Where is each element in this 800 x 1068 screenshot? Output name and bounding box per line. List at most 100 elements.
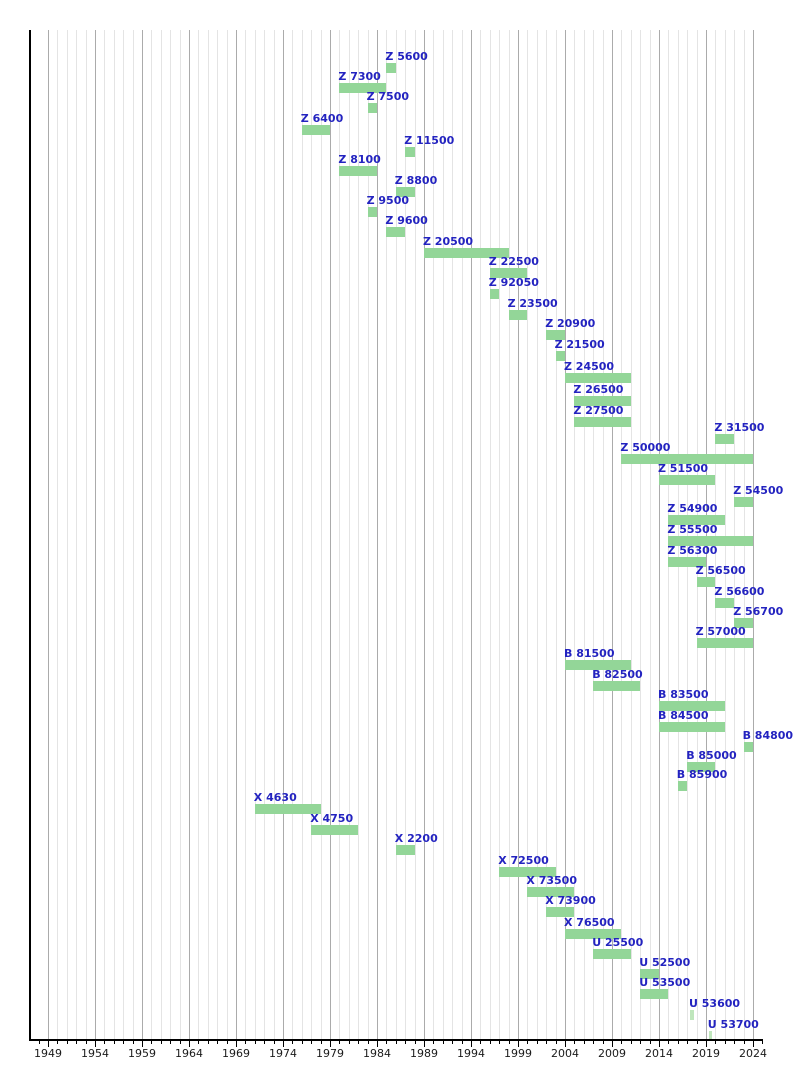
model-label[interactable]: B 85000 bbox=[686, 749, 737, 762]
model-label[interactable]: Z 9600 bbox=[385, 214, 428, 227]
year-gridline bbox=[649, 30, 651, 1040]
model-label[interactable]: Z 9500 bbox=[366, 194, 410, 207]
year-tick bbox=[142, 1040, 143, 1047]
model-label[interactable]: B 84500 bbox=[658, 709, 709, 722]
year-tick bbox=[179, 1040, 181, 1044]
year-tick bbox=[715, 1040, 717, 1044]
model-label[interactable]: Z 7300 bbox=[338, 70, 381, 83]
model-label[interactable]: U 53700 bbox=[707, 1018, 759, 1031]
model-label[interactable]: Z 11500 bbox=[404, 134, 455, 147]
model-label[interactable]: Z 5600 bbox=[385, 50, 428, 63]
year-gridline bbox=[659, 30, 660, 1040]
model-label[interactable]: Z 92050 bbox=[488, 276, 539, 289]
year-tick bbox=[217, 1040, 219, 1044]
year-tick bbox=[433, 1040, 435, 1044]
model-bar bbox=[555, 351, 565, 361]
model-bar bbox=[734, 497, 753, 507]
year-tick-label: 1974 bbox=[269, 1047, 297, 1060]
year-tick bbox=[442, 1040, 444, 1044]
model-bar bbox=[489, 289, 500, 299]
model-label[interactable]: Z 24500 bbox=[564, 360, 615, 373]
model-label[interactable]: Z 7500 bbox=[366, 90, 410, 103]
model-label[interactable]: Z 56600 bbox=[714, 585, 765, 598]
model-label[interactable]: X 73900 bbox=[545, 894, 596, 907]
model-bar bbox=[565, 660, 631, 670]
model-label[interactable]: Z 51500 bbox=[658, 462, 709, 475]
model-bar bbox=[715, 434, 735, 444]
year-gridline bbox=[546, 30, 548, 1040]
model-label[interactable]: Z 56300 bbox=[667, 544, 718, 557]
year-tick bbox=[640, 1040, 642, 1044]
model-label[interactable]: B 85900 bbox=[676, 768, 728, 781]
model-label[interactable]: Z 57000 bbox=[695, 625, 746, 638]
model-bar bbox=[301, 125, 330, 135]
year-tick bbox=[273, 1040, 275, 1044]
model-bar bbox=[395, 187, 415, 197]
model-label[interactable]: Z 26500 bbox=[573, 383, 624, 396]
year-gridline bbox=[170, 30, 172, 1040]
year-tick bbox=[151, 1040, 153, 1044]
model-label[interactable]: X 73500 bbox=[526, 874, 577, 887]
model-label[interactable]: Z 22500 bbox=[488, 255, 539, 268]
model-label[interactable]: U 53600 bbox=[689, 997, 741, 1010]
model-bar bbox=[386, 227, 406, 237]
year-gridline bbox=[57, 30, 59, 1040]
model-label[interactable]: X 76500 bbox=[564, 916, 615, 929]
year-tick bbox=[170, 1040, 172, 1044]
model-label[interactable]: B 84800 bbox=[742, 729, 794, 742]
year-gridline bbox=[386, 30, 388, 1040]
year-tick bbox=[320, 1040, 322, 1044]
model-bar bbox=[640, 989, 669, 999]
model-label[interactable]: U 53500 bbox=[639, 976, 691, 989]
year-tick bbox=[123, 1040, 125, 1044]
model-label[interactable]: Z 23500 bbox=[507, 297, 558, 310]
model-label[interactable]: Z 21500 bbox=[554, 338, 605, 351]
model-label[interactable]: Z 50000 bbox=[620, 441, 671, 454]
model-label[interactable]: Z 54500 bbox=[733, 484, 784, 497]
model-label[interactable]: Z 6400 bbox=[300, 112, 344, 125]
model-label[interactable]: Z 55500 bbox=[667, 523, 718, 536]
model-label[interactable]: X 4630 bbox=[253, 791, 297, 804]
year-gridline bbox=[724, 30, 726, 1040]
model-label[interactable]: Z 54900 bbox=[667, 502, 718, 515]
year-tick-label: 2024 bbox=[739, 1047, 767, 1060]
model-label[interactable]: Z 20900 bbox=[545, 317, 596, 330]
model-label[interactable]: Z 56500 bbox=[695, 564, 746, 577]
model-label[interactable]: Z 31500 bbox=[714, 421, 765, 434]
y-axis-line bbox=[29, 30, 31, 1041]
model-label[interactable]: Z 20500 bbox=[423, 235, 474, 248]
model-bar bbox=[405, 147, 415, 157]
model-bar bbox=[424, 248, 509, 258]
year-tick bbox=[292, 1040, 294, 1044]
model-label[interactable]: X 72500 bbox=[498, 854, 549, 867]
year-gridline bbox=[123, 30, 125, 1040]
model-label[interactable]: Z 27500 bbox=[573, 404, 624, 417]
model-bar bbox=[593, 949, 631, 959]
year-tick bbox=[706, 1040, 707, 1047]
model-bar bbox=[546, 907, 575, 917]
year-gridline bbox=[555, 30, 557, 1040]
model-label[interactable]: U 52500 bbox=[639, 956, 691, 969]
year-gridline bbox=[677, 30, 679, 1040]
year-tick-label: 1959 bbox=[128, 1047, 156, 1060]
model-label[interactable]: X 2200 bbox=[394, 832, 438, 845]
model-bar bbox=[527, 887, 575, 897]
year-gridline bbox=[536, 30, 538, 1040]
model-label[interactable]: B 83500 bbox=[658, 688, 709, 701]
year-tick bbox=[574, 1040, 576, 1044]
year-tick bbox=[160, 1040, 162, 1044]
model-label[interactable]: Z 8800 bbox=[394, 174, 438, 187]
model-label[interactable]: U 25500 bbox=[592, 936, 644, 949]
year-gridline bbox=[508, 30, 510, 1040]
year-tick bbox=[66, 1040, 68, 1044]
year-tick bbox=[762, 1040, 764, 1044]
model-label[interactable]: X 4750 bbox=[310, 812, 354, 825]
model-label[interactable]: Z 56700 bbox=[733, 605, 784, 618]
model-label[interactable]: B 81500 bbox=[564, 647, 615, 660]
year-tick-label: 1969 bbox=[222, 1047, 250, 1060]
year-tick bbox=[753, 1040, 754, 1047]
model-label[interactable]: B 82500 bbox=[592, 668, 643, 681]
year-gridline bbox=[273, 30, 275, 1040]
model-bar bbox=[659, 475, 716, 485]
model-label[interactable]: Z 8100 bbox=[338, 153, 381, 166]
